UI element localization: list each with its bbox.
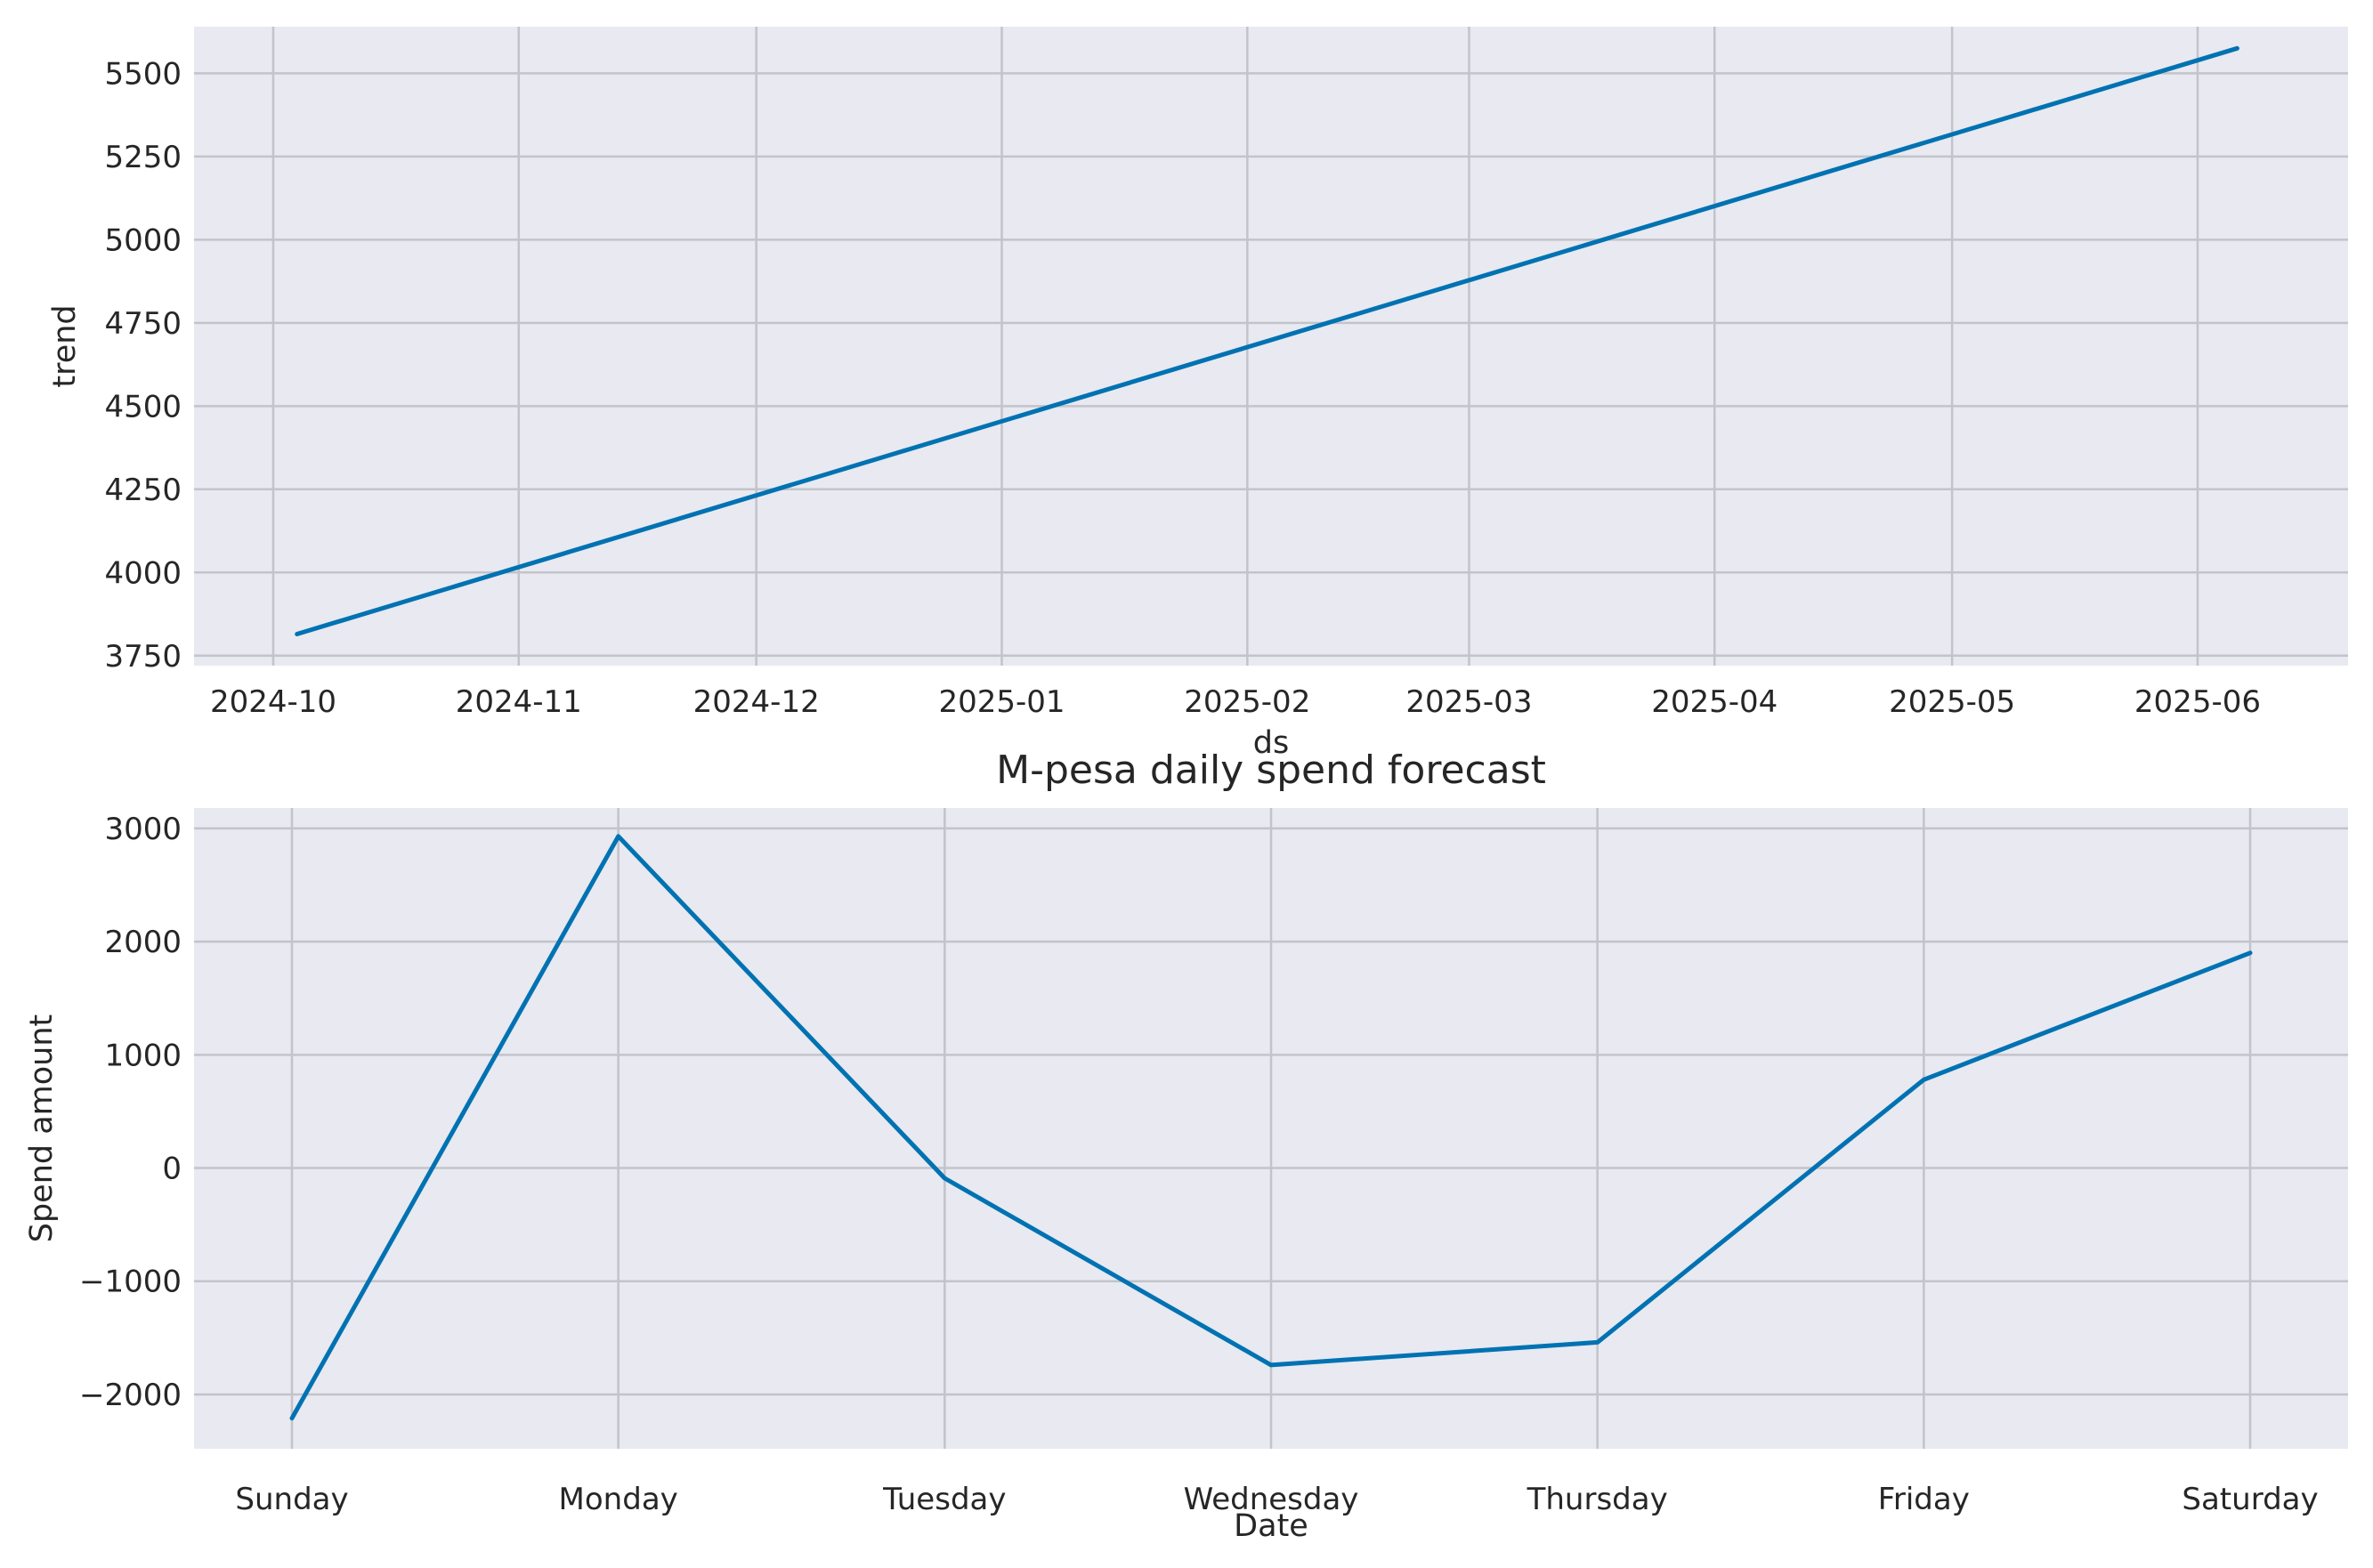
- weekly-x-tick-label: Friday: [1878, 1482, 1970, 1517]
- trend-x-tick-label: 2024-12: [693, 684, 820, 720]
- trend-x-tick-label: 2025-04: [1651, 684, 1778, 720]
- trend-panel: 3750 4000 4250 4500 4750 5000 5250 5500 2024-10…: [47, 27, 2348, 761]
- trend-y-tick-label: 5000: [104, 222, 182, 258]
- chart-title: M-pesa daily spend forecast: [996, 748, 1546, 793]
- weekly-x-tick-label: Monday: [559, 1482, 678, 1517]
- trend-y-tick-label: 5500: [104, 56, 182, 92]
- trend-line: [295, 45, 2239, 636]
- weekly-x-tick-label: Thursday: [1527, 1482, 1668, 1517]
- trend-y-tick-label: 4000: [104, 555, 182, 591]
- trend-x-tick-label: 2025-02: [1184, 684, 1310, 720]
- trend-y-tick-label: 4250: [104, 473, 182, 508]
- trend-y-tick-label: 4500: [104, 389, 182, 424]
- trend-x-tick-label: 2024-10: [210, 684, 336, 720]
- weekly-x-tick-label: Saturday: [2182, 1482, 2318, 1517]
- weekly-y-tick-label: −2000: [79, 1378, 182, 1413]
- trend-y-axis-label: trend: [47, 304, 83, 387]
- trend-plot-area: [194, 27, 2348, 666]
- weekly-panel: −2000 −1000 0 1000 2000 3000 Sunday Monday Tues…: [24, 748, 2348, 1544]
- trend-y-tick-label: 3750: [104, 639, 182, 675]
- weekly-x-axis-label: Date: [1234, 1508, 1308, 1544]
- weekly-y-tick-labels: −2000 −1000 0 1000 2000 3000: [79, 812, 182, 1413]
- trend-x-tick-label: 2025-05: [1889, 684, 2015, 720]
- weekly-y-tick-label: 2000: [104, 925, 182, 960]
- trend-gridlines: [194, 27, 2348, 666]
- weekly-line: [289, 834, 2253, 1421]
- weekly-y-tick-label: 3000: [104, 812, 182, 847]
- trend-x-axis-label: ds: [1253, 725, 1289, 761]
- trend-x-tick-label: 2025-03: [1405, 684, 1532, 720]
- weekly-y-tick-label: 0: [162, 1152, 182, 1187]
- trend-y-tick-label: 5250: [104, 140, 182, 175]
- weekly-series: [289, 834, 2253, 1421]
- trend-y-tick-labels: 3750 4000 4250 4500 4750 5000 5250 5500: [104, 56, 182, 674]
- trend-x-tick-label: 2025-01: [938, 684, 1065, 720]
- trend-y-tick-label: 4750: [104, 306, 182, 342]
- weekly-y-tick-label: 1000: [104, 1038, 182, 1073]
- trend-x-tick-label: 2024-11: [456, 684, 582, 720]
- weekly-x-tick-labels: Sunday Monday Tuesday Wednesday Thursday Frid…: [235, 1482, 2318, 1517]
- weekly-x-tick-label: Wednesday: [1184, 1482, 1359, 1517]
- weekly-y-tick-label: −1000: [79, 1265, 182, 1300]
- weekly-y-axis-label: Spend amount: [24, 1014, 60, 1243]
- weekly-x-tick-label: Sunday: [235, 1482, 348, 1517]
- weekly-x-tick-label: Tuesday: [882, 1482, 1006, 1517]
- trend-x-tick-label: 2025-06: [2134, 684, 2261, 720]
- trend-series: [295, 45, 2239, 636]
- trend-x-tick-labels: 2024-10 2024-11 2024-12 2025-01 2025-02 2025-…: [210, 684, 2261, 720]
